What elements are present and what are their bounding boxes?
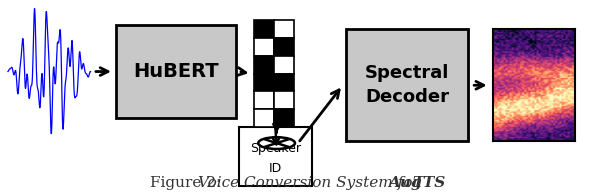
Bar [254, 92, 274, 109]
Text: Decoder: Decoder [365, 88, 449, 106]
Bar [274, 55, 294, 74]
Text: TTS: TTS [412, 176, 446, 190]
Bar [274, 92, 294, 109]
Bar [274, 38, 294, 55]
FancyBboxPatch shape [239, 127, 312, 186]
Text: HuBERT: HuBERT [133, 62, 218, 81]
FancyBboxPatch shape [346, 29, 468, 141]
Text: Speaker: Speaker [250, 142, 301, 155]
Text: Voice Conversion System for: Voice Conversion System for [198, 176, 419, 190]
Bar [254, 74, 274, 92]
Bar [254, 55, 274, 74]
Circle shape [258, 137, 295, 149]
Text: Figure 2:: Figure 2: [150, 176, 221, 190]
Text: Spectral: Spectral [365, 64, 449, 83]
Bar [274, 74, 294, 92]
Text: ID: ID [269, 162, 282, 175]
Bar [254, 109, 274, 127]
Bar [254, 20, 274, 38]
FancyBboxPatch shape [116, 25, 236, 118]
Text: Aug: Aug [388, 176, 422, 190]
Bar [274, 109, 294, 127]
Bar [274, 20, 294, 38]
Bar [254, 38, 274, 55]
